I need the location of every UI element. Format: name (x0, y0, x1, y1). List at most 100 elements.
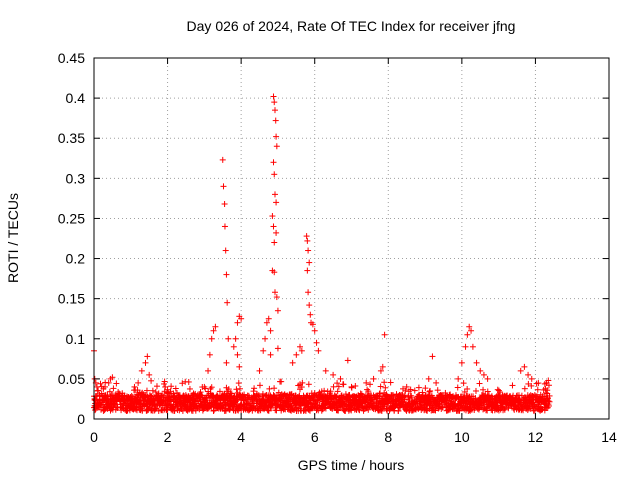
data-point (138, 367, 145, 374)
baseline-point (236, 385, 243, 392)
baseline-point (330, 383, 337, 390)
data-point (298, 347, 305, 354)
data-point (304, 237, 311, 244)
data-point (221, 201, 228, 208)
data-point (315, 347, 322, 354)
baseline-point (528, 382, 535, 389)
baseline-point (186, 385, 193, 392)
data-point (297, 343, 303, 350)
baseline-point (378, 407, 385, 414)
chart-title: Day 026 of 2024, Rate Of TEC Index for r… (187, 18, 516, 34)
x-tick-label: 8 (384, 429, 392, 445)
baseline-point (485, 392, 492, 399)
y-tick-label: 0 (77, 411, 85, 427)
data-point (142, 359, 149, 366)
data-point (201, 383, 208, 390)
data-point (271, 289, 278, 296)
data-point (429, 353, 436, 360)
data-point (309, 321, 316, 328)
y-tick-label: 0.2 (66, 251, 86, 267)
data-point (348, 383, 355, 390)
data-point (220, 183, 227, 190)
baseline-point (382, 384, 389, 391)
data-point (477, 367, 484, 374)
baseline-point (305, 381, 312, 388)
baseline-point (179, 380, 186, 387)
data-point (131, 383, 138, 390)
baseline-point (460, 380, 467, 387)
data-point (545, 377, 552, 384)
data-point (274, 307, 281, 314)
data-point (462, 343, 469, 350)
baseline-point (534, 386, 541, 393)
data-point (102, 383, 109, 390)
data-point (270, 159, 277, 166)
baseline-point (407, 386, 414, 393)
y-tick-label: 0.35 (58, 130, 85, 146)
data-point (96, 391, 103, 398)
baseline-point (472, 387, 479, 394)
baseline-point (97, 380, 104, 387)
baseline-point (334, 388, 341, 395)
data-point (455, 375, 462, 382)
data-point (271, 171, 278, 178)
baseline-point (422, 385, 429, 392)
baseline-point (480, 386, 487, 393)
baseline-point (378, 406, 385, 413)
data-point (273, 294, 280, 301)
data-point (234, 351, 241, 358)
data-point (236, 363, 243, 370)
data-point (270, 223, 277, 230)
data-point (269, 213, 276, 220)
data-point (265, 315, 272, 322)
baseline-point (172, 385, 179, 392)
y-tick-label: 0.25 (58, 210, 85, 226)
data-point (135, 379, 142, 386)
baseline-point (241, 391, 248, 398)
baseline-point (415, 384, 422, 391)
data-point (270, 93, 277, 100)
y-tick-label: 0.15 (58, 291, 85, 307)
data-point (293, 351, 300, 358)
data-point (263, 319, 270, 326)
data-point (525, 371, 532, 378)
y-axis-label: ROTI / TECUs (5, 193, 21, 283)
data-point (238, 315, 245, 322)
data-point (337, 375, 344, 382)
data-point (232, 335, 239, 342)
data-point (305, 247, 312, 254)
data-point (381, 331, 388, 338)
baseline-point (395, 407, 402, 414)
baseline-point (278, 378, 285, 385)
x-tick-label: 0 (90, 429, 98, 445)
baseline-point (152, 406, 159, 413)
axis-ticks: 0 2 4 6 8 10 12 14 0 0.05 0.1 0.15 0.2 0.25 0.3 0.35 0.4… (58, 50, 617, 445)
baseline-point (163, 389, 170, 396)
baseline-point (364, 386, 371, 393)
data-point (212, 323, 219, 330)
data-point (272, 117, 279, 124)
baseline-point (266, 385, 273, 392)
baseline-point (408, 394, 415, 401)
data-point (274, 345, 281, 352)
baseline-point (110, 385, 117, 392)
data-point (273, 229, 280, 236)
baseline-point (152, 388, 159, 395)
baseline-point (185, 378, 192, 385)
data-point (305, 289, 312, 296)
data-point (363, 379, 370, 386)
data-point (225, 335, 232, 342)
x-axis-label: GPS time / hours (298, 457, 405, 473)
data-point (224, 299, 231, 306)
data-point (260, 347, 267, 354)
baseline-point (271, 385, 278, 392)
baseline-point (106, 388, 113, 395)
y-tick-label: 0.4 (66, 90, 86, 106)
x-tick-label: 12 (528, 429, 544, 445)
data-point (223, 359, 230, 366)
baseline-point (546, 392, 553, 399)
baseline-point (365, 406, 372, 413)
x-tick-label: 4 (237, 429, 245, 445)
baseline-point (113, 380, 120, 387)
